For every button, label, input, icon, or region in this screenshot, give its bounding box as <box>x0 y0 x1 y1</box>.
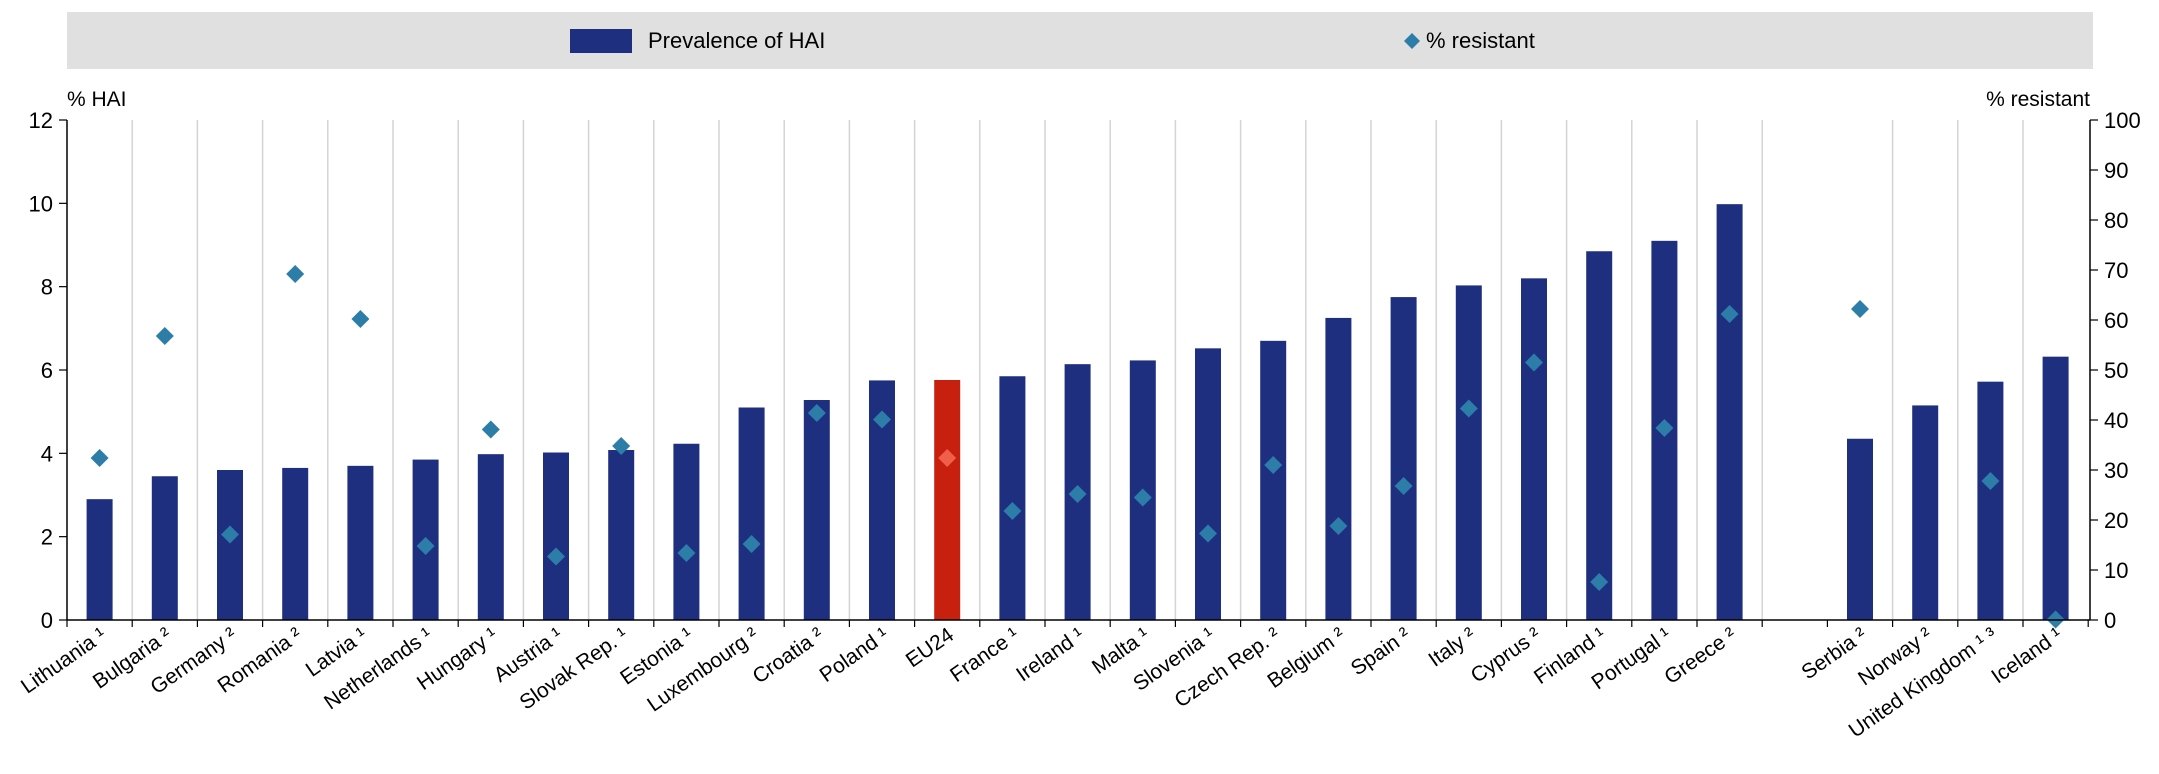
resistant-point <box>807 404 826 422</box>
x-tick-label: Greece ² <box>1660 623 1740 689</box>
y2-tick-label: 80 <box>2104 208 2128 233</box>
y2-tick-label: 90 <box>2104 158 2128 183</box>
legend-label-resistant: % resistant <box>1426 28 1535 53</box>
resistant-point <box>416 537 435 555</box>
resistant-point <box>286 265 305 283</box>
bar <box>673 443 700 620</box>
bar <box>738 407 765 620</box>
resistant-point <box>677 544 696 562</box>
resistant-point <box>1394 477 1413 495</box>
points <box>90 265 2065 629</box>
bar <box>347 465 374 620</box>
y2-tick-label: 50 <box>2104 358 2128 383</box>
bar <box>1455 285 1482 620</box>
resistant-point <box>1068 485 1087 503</box>
bar <box>1912 405 1939 620</box>
y2-tick-label: 70 <box>2104 258 2128 283</box>
resistant-point <box>1133 488 1152 507</box>
bar <box>1260 340 1287 620</box>
bar <box>1325 317 1352 620</box>
x-tick-label: Ireland ¹ <box>1012 623 1088 686</box>
resistant-point <box>481 420 500 439</box>
bar <box>1716 204 1743 620</box>
y-tick-label: 0 <box>41 608 53 633</box>
y2-ticks: 0 10 20 30 40 50 60 70 80 90 100 <box>2090 108 2141 633</box>
bar <box>1521 278 1547 620</box>
x-tick-label: Poland ¹ <box>816 623 893 687</box>
resistant-point <box>90 449 109 467</box>
x-tick-label: Croatia ² <box>749 623 828 688</box>
legend-swatch-diamond <box>1404 33 1420 49</box>
bar <box>1847 438 1873 620</box>
legend: Prevalence of HAI % resistant <box>570 28 1535 53</box>
resistant-point <box>1851 300 1869 318</box>
y-tick-label: 4 <box>41 441 53 466</box>
resistant-point <box>1199 524 1217 543</box>
resistant-point <box>938 449 957 467</box>
resistant-point <box>1655 419 1674 437</box>
bar <box>2042 356 2069 620</box>
resistant-point <box>221 525 239 544</box>
resistant-point <box>1003 502 1022 520</box>
bar <box>86 499 113 620</box>
resistant-point <box>1264 456 1283 474</box>
x-tick-label: Cyprus ² <box>1467 623 1545 687</box>
bar <box>1586 251 1613 620</box>
y2-tick-label: 20 <box>2104 508 2128 533</box>
y-tick-label: 10 <box>29 191 53 216</box>
bar <box>608 450 635 620</box>
y2-tick-label: 0 <box>2104 608 2116 633</box>
resistant-point <box>1720 305 1739 323</box>
x-tick-label: France ¹ <box>946 623 1023 687</box>
resistant-point <box>1590 573 1609 591</box>
x-tick-label: Luxembourg ² <box>643 623 762 716</box>
bar <box>282 467 309 620</box>
y-tick-label: 2 <box>41 525 53 550</box>
legend-label-hai: Prevalence of HAI <box>648 28 825 53</box>
resistant-point <box>1981 472 2000 490</box>
y2-tick-label: 40 <box>2104 408 2128 433</box>
y-tick-label: 8 <box>41 275 53 300</box>
resistant-point <box>1525 353 1543 372</box>
legend-band <box>67 12 2093 69</box>
legend-swatch-bar <box>570 29 632 53</box>
bar <box>999 376 1026 620</box>
bar <box>803 400 830 620</box>
x-tick-label: Iceland ¹ <box>1987 623 2066 688</box>
resistant-point <box>873 410 891 429</box>
y2-tick-label: 30 <box>2104 458 2128 483</box>
bar <box>1977 381 2004 620</box>
bar <box>217 470 243 620</box>
y-ticks: 0 2 4 6 8 10 12 <box>29 108 67 633</box>
y-axis-label: % HAI <box>67 88 127 111</box>
y-tick-label: 12 <box>29 108 53 133</box>
resistant-point <box>547 547 565 566</box>
resistant-point <box>351 310 370 328</box>
grid <box>131 120 2024 620</box>
y2-tick-label: 100 <box>2104 108 2141 133</box>
resistant-point <box>612 437 631 455</box>
x-tick-label: Spain ² <box>1347 623 1415 680</box>
resistant-point <box>155 327 174 345</box>
y2-tick-label: 10 <box>2104 558 2128 583</box>
bar <box>477 454 504 620</box>
bar <box>934 380 961 620</box>
bar <box>543 452 569 620</box>
bar <box>151 476 178 620</box>
bar <box>1390 297 1417 620</box>
y2-tick-label: 60 <box>2104 308 2128 333</box>
resistant-point <box>1459 399 1478 418</box>
y-tick-label: 6 <box>41 358 53 383</box>
bar <box>1195 348 1221 620</box>
bars <box>86 204 2069 621</box>
y2-axis-label: % resistant <box>1986 88 2090 111</box>
resistant-point <box>1329 517 1348 535</box>
resistant-point <box>742 535 761 553</box>
